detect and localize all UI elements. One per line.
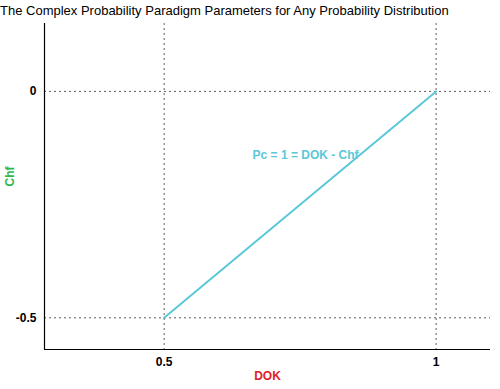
html-text:The Complex Probability Paradi: The Complex Probability Paradigm Paramet… [0,3,449,18]
svg-text:-0.5: -0.5 [16,311,37,325]
svg-text:Chf: Chf [3,166,17,187]
svg-text:1: 1 [433,355,440,369]
svg-text:Pc = 1 = DOK - Chf: Pc = 1 = DOK - Chf [253,148,360,162]
svg-text:0: 0 [30,84,37,98]
svg-text:DOK: DOK [254,369,281,383]
svg-text:0.5: 0.5 [156,355,173,369]
